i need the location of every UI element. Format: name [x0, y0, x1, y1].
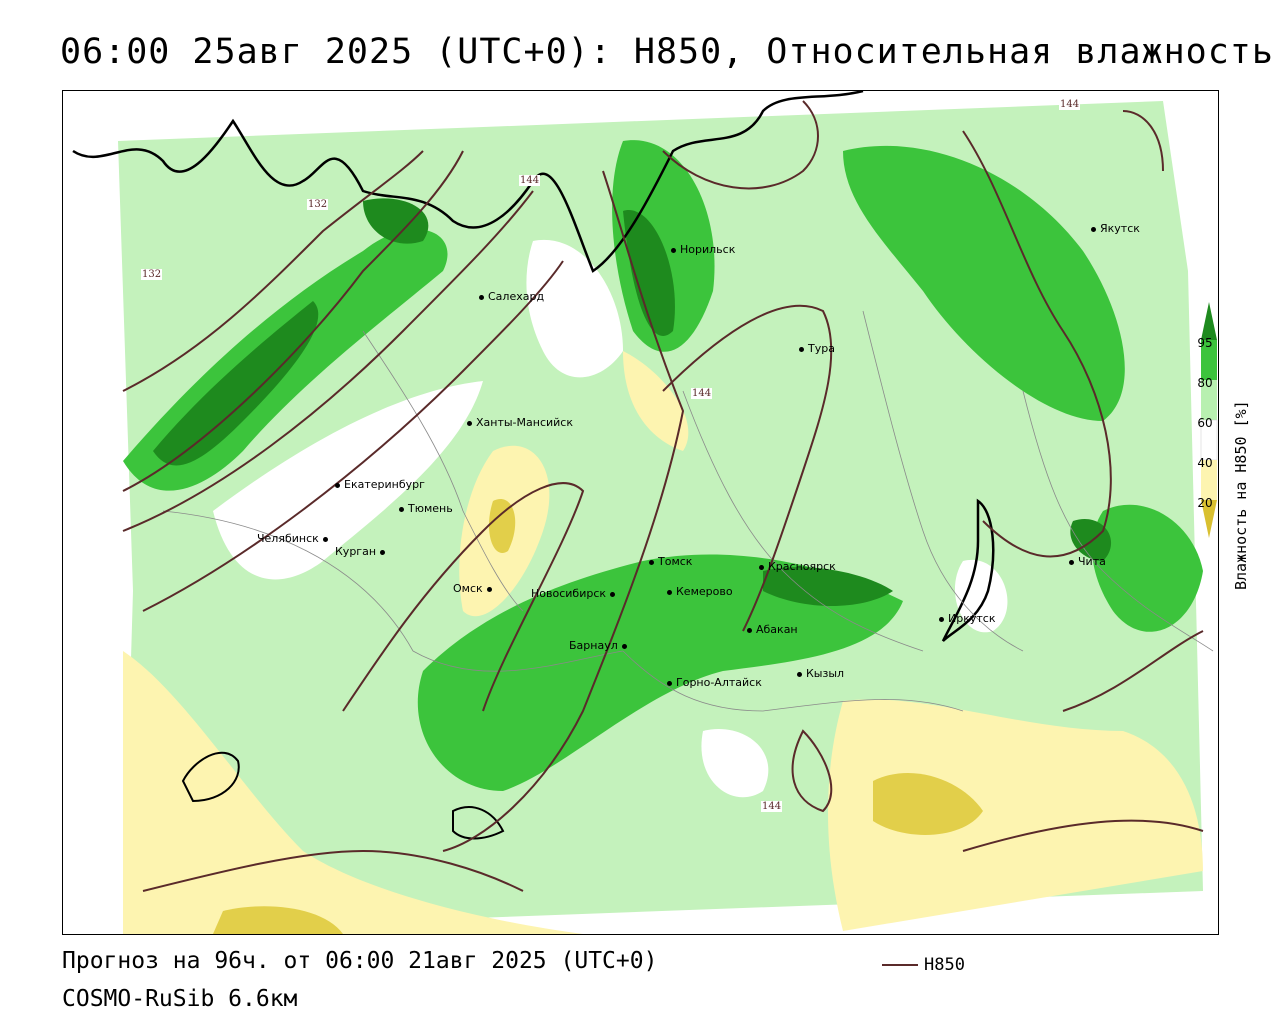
city-label: Чита [1069, 556, 1106, 568]
contour-label: 144 [1059, 99, 1081, 110]
very-dry-patch-2 [213, 906, 343, 934]
clear-area-east [954, 559, 1008, 633]
caspian-coast [181, 751, 240, 803]
city-marker-icon [467, 420, 472, 426]
saturated-zone-1 [153, 301, 319, 466]
city-marker-icon [649, 559, 654, 565]
dry-area-center [623, 351, 689, 451]
city-label: Кемерово [667, 586, 733, 598]
saturated-zone-3 [763, 567, 893, 606]
city-marker-icon [939, 616, 944, 622]
saturated-zone-2 [623, 210, 675, 336]
city-label: Тура [799, 343, 835, 355]
contour-legend: H850 [882, 955, 965, 975]
contour-legend-label: H850 [924, 955, 965, 975]
humid-band-siberia [417, 554, 903, 791]
humidity-map [72, 91, 1214, 934]
city-marker-icon [799, 346, 804, 352]
city-marker-icon [621, 643, 627, 649]
humid-zone-east [1092, 504, 1203, 632]
city-marker-icon [667, 680, 672, 686]
city-marker-icon [399, 506, 404, 512]
model-name: COSMO-RuSib 6.6км [62, 986, 298, 1012]
city-label: Томск [649, 556, 692, 568]
very-dry-patch-1 [873, 772, 983, 835]
city-marker-icon [380, 549, 386, 555]
city-label: Новосибирск [531, 588, 619, 600]
city-marker-icon [747, 627, 752, 633]
saturated-zone-5 [363, 198, 429, 244]
city-marker-icon [1069, 559, 1074, 565]
city-marker-icon [335, 482, 340, 488]
city-label: Барнаул [569, 640, 631, 652]
dry-area-south [123, 651, 583, 934]
colorbar-tick: 40 [1197, 456, 1213, 470]
forecast-info: Прогноз на 96ч. от 06:00 21авг 2025 (UTC… [62, 948, 658, 974]
city-label: Кызыл [797, 668, 844, 680]
city-label: Салехард [479, 291, 544, 303]
city-marker-icon [479, 294, 484, 300]
colorbar-bottom-arrow [1201, 500, 1217, 538]
city-label: Тюмень [399, 503, 453, 515]
baikal-lake [941, 498, 995, 642]
city-label: Челябинск [257, 533, 332, 545]
city-marker-icon [322, 536, 328, 542]
colorbar-band-60 [1201, 380, 1217, 420]
very-dry-patch-3 [488, 499, 516, 553]
colorbar-tick: 80 [1197, 376, 1213, 390]
contour-label: 132 [307, 199, 329, 210]
colorbar-top-arrow [1201, 302, 1217, 340]
colorbar-tick: 20 [1197, 496, 1213, 510]
city-marker-icon [671, 247, 676, 253]
city-marker-icon [610, 591, 616, 597]
clear-area-yamal [526, 239, 623, 378]
city-label: Якутск [1091, 223, 1140, 235]
contour-line-swatch [882, 964, 918, 966]
contour-label: 144 [761, 801, 783, 812]
city-marker-icon [486, 586, 492, 592]
city-marker-icon [759, 564, 764, 570]
city-label: Иркутск [939, 613, 995, 625]
h850-contours [122, 100, 1204, 892]
city-marker-icon [1091, 226, 1096, 232]
map-area[interactable]: 132 132 144 144 144 144 Якутск Норильск … [62, 90, 1219, 935]
humid-zone-northeast [843, 145, 1125, 421]
map-title: 06:00 25авг 2025 (UTC+0): H850, Относите… [60, 32, 1274, 72]
city-label: Норильск [671, 244, 735, 256]
arctic-coastline [72, 91, 864, 273]
humidity-colorbar [1200, 302, 1218, 538]
city-label: Красноярск [759, 561, 836, 573]
colorbar-label: Влажность на H850 [%] [1232, 400, 1250, 590]
city-label: Горно-Алтайск [667, 677, 762, 689]
city-marker-icon [797, 671, 802, 677]
contour-label: 144 [691, 388, 713, 399]
aral-coast [452, 806, 505, 840]
saturated-zone-4 [1070, 519, 1112, 561]
city-label: Ханты-Мансийск [467, 417, 573, 429]
city-label: Абакан [747, 624, 798, 636]
admin-borders [162, 310, 1214, 712]
contour-label: 144 [519, 175, 541, 186]
clear-area-west [213, 381, 483, 580]
clear-area-south [701, 729, 769, 798]
colorbar-band-20 [1201, 460, 1217, 500]
colorbar-tick: 60 [1197, 416, 1213, 430]
contour-label: 132 [141, 269, 163, 280]
colorbar-band-80 [1201, 340, 1217, 380]
city-label: Омск [453, 583, 496, 595]
city-marker-icon [667, 589, 672, 595]
city-label: Курган [335, 546, 389, 558]
city-label: Екатеринбург [335, 479, 425, 491]
dry-area-southeast [828, 699, 1203, 931]
colorbar-tick: 95 [1197, 336, 1213, 350]
